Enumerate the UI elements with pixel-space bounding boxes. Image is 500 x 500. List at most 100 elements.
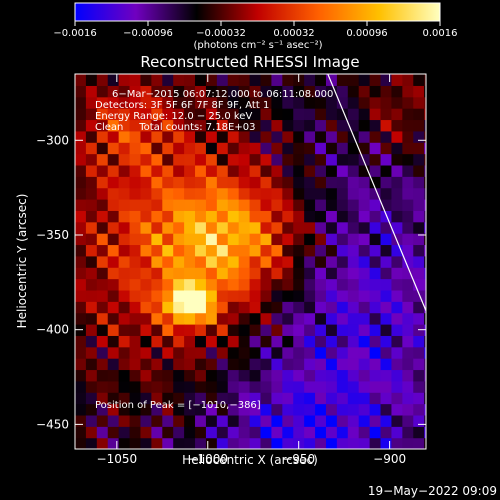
heatmap-cell [75,187,87,200]
heatmap-cell [85,130,98,143]
heatmap-cell [118,210,131,223]
heatmap-cell [271,324,283,336]
heatmap-cell [75,301,87,314]
heatmap-cell [238,142,251,155]
heatmap-cell [118,403,131,416]
heatmap-cell [304,85,316,98]
heatmap-cell [173,403,185,416]
heatmap-cell [271,221,283,234]
heatmap-cell [249,437,262,449]
heatmap-cell [249,380,262,393]
heatmap-cell [325,289,338,302]
heatmap-cell [173,142,185,155]
heatmap-cell [162,210,174,223]
heatmap-cell [227,312,240,325]
heatmap-cell [347,289,360,302]
heatmap-cell [75,74,87,86]
heatmap-cell [315,369,327,382]
heatmap-cell [129,176,142,189]
heatmap-cell [173,392,185,405]
heatmap-cell [369,335,382,348]
heatmap-cell [162,130,174,143]
heatmap-cell [162,369,174,382]
heatmap-cell [402,346,414,359]
heatmap-cell [118,278,131,291]
heatmap-cell [315,130,327,143]
heatmap-cell [336,96,349,109]
heatmap-cell [402,255,414,268]
heatmap-cell [380,221,393,234]
heatmap-cell [347,267,360,280]
heatmap-cell [358,187,371,200]
heatmap-cell [293,153,305,166]
heatmap-cell [304,346,316,359]
heatmap-cell [140,369,152,382]
heatmap-cell [315,414,327,427]
heatmap-cell [85,187,98,200]
heatmap-cell [325,119,338,132]
heatmap-cell [304,278,316,291]
heatmap-cell [380,358,393,371]
heatmap-cell [293,392,305,405]
heatmap-cell [162,119,174,132]
heatmap-cell [304,233,316,246]
heatmap-cell [238,426,251,439]
heatmap-cell [271,267,283,280]
heatmap-cell [402,74,414,86]
heatmap-cell [162,358,174,371]
heatmap-cell [260,255,273,268]
axis-ticks: −1050 −1000 −950 −900 −300 −350 −400 −450 [36,74,426,466]
heatmap-cell [238,255,251,268]
heatmap-cell [402,176,414,189]
heatmap-cell [205,267,218,280]
heatmap-cell [336,119,349,132]
heatmap-cell [205,233,218,246]
heatmap-cell [129,233,142,246]
heatmap-cell [402,142,414,155]
heatmap-cell [118,108,131,121]
heatmap-cell [118,164,131,177]
heatmap-cell [107,324,120,336]
heatmap-cell [75,233,87,246]
heatmap-cell [151,346,163,359]
heatmap-cell [107,312,120,325]
heatmap-cell [227,267,240,280]
heatmap-cell [424,392,426,405]
heatmap-cell [184,233,196,246]
heatmap-cell [75,130,87,143]
heatmap-cell [424,210,426,223]
heatmap-cell [325,324,338,336]
heatmap-cell [238,324,251,336]
heatmap-cell [304,221,316,234]
heatmap-cell [315,142,327,155]
heatmap-cell [402,324,414,336]
heatmap-cell [96,119,109,132]
heatmap-cell [216,199,229,211]
heatmap-cell [162,164,174,177]
heatmap-cell [140,380,152,393]
heatmap-cell [271,414,283,427]
heatmap-cell [205,199,218,211]
heatmap-cell [369,96,382,109]
heatmap-cell [140,403,152,416]
heatmap-cell [107,142,120,155]
heatmap-cell [162,312,174,325]
heatmap-cell [75,437,87,449]
heatmap-cell [129,335,142,348]
heatmap-cell [325,312,338,325]
heatmap-cell [325,335,338,348]
heatmap-cell [129,221,142,234]
heatmap-cell [216,233,229,246]
heatmap-cell [271,108,283,121]
heatmap-cell [216,437,229,449]
heatmap-cell [118,153,131,166]
heatmap-cell [413,108,425,121]
heatmap-cell [402,108,414,121]
heatmap-cell [75,255,87,268]
heatmap-cell [205,244,218,257]
heatmap-cell [227,324,240,336]
heatmap-cell [184,346,196,359]
heatmap-cell [216,164,229,177]
heatmap-cell [336,380,349,393]
heatmap-cell [413,403,425,416]
